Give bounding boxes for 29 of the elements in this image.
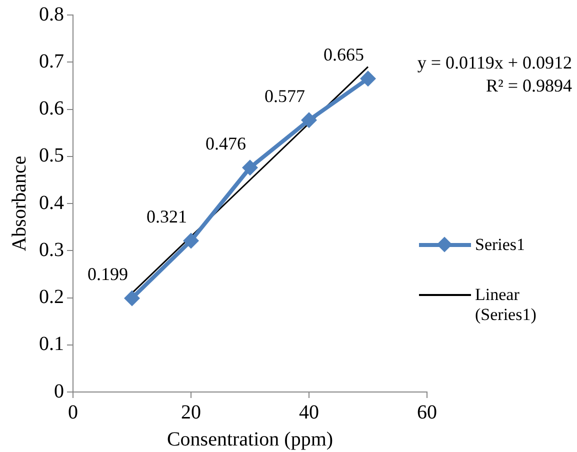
point <box>360 70 376 87</box>
y-tick-label: 0.6 <box>39 98 64 120</box>
legend-label: Series1 <box>475 235 526 255</box>
y-tick-label: 0.7 <box>39 50 64 72</box>
data-label: 0.321 <box>146 206 187 226</box>
y-tick-label: 0.3 <box>39 238 64 261</box>
y-tick-label: 0.5 <box>39 144 64 167</box>
y-tick-label: 0.4 <box>39 192 64 214</box>
point <box>183 232 199 249</box>
text: R² = 0.9894 <box>486 76 572 96</box>
data-label: 0.665 <box>324 44 364 64</box>
x-tick-label: 0 <box>68 401 78 424</box>
point <box>124 290 140 306</box>
y-tick-label: 0.2 <box>39 286 64 308</box>
y-tick-label: 0.1 <box>39 333 64 356</box>
data-label: 0.476 <box>206 133 246 154</box>
x-axis-title: Consentration (ppm) <box>166 428 334 450</box>
y-tick-label: 0 <box>54 380 64 402</box>
point <box>301 112 317 128</box>
x-tick-label: 60 <box>417 401 437 424</box>
y-tick-label: 0.8 <box>39 3 64 26</box>
legend-label: Linear (Series1) <box>475 285 538 325</box>
y-axis-title: Absorbance <box>8 156 30 252</box>
x-tick-label: 20 <box>181 401 201 424</box>
annotation: y = 0.0119x + 0.0912 <box>417 52 572 73</box>
data-label: 0.199 <box>88 264 128 284</box>
data-label: 0.577 <box>264 86 305 106</box>
x-tick-label: 40 <box>299 401 319 424</box>
point <box>242 160 258 176</box>
